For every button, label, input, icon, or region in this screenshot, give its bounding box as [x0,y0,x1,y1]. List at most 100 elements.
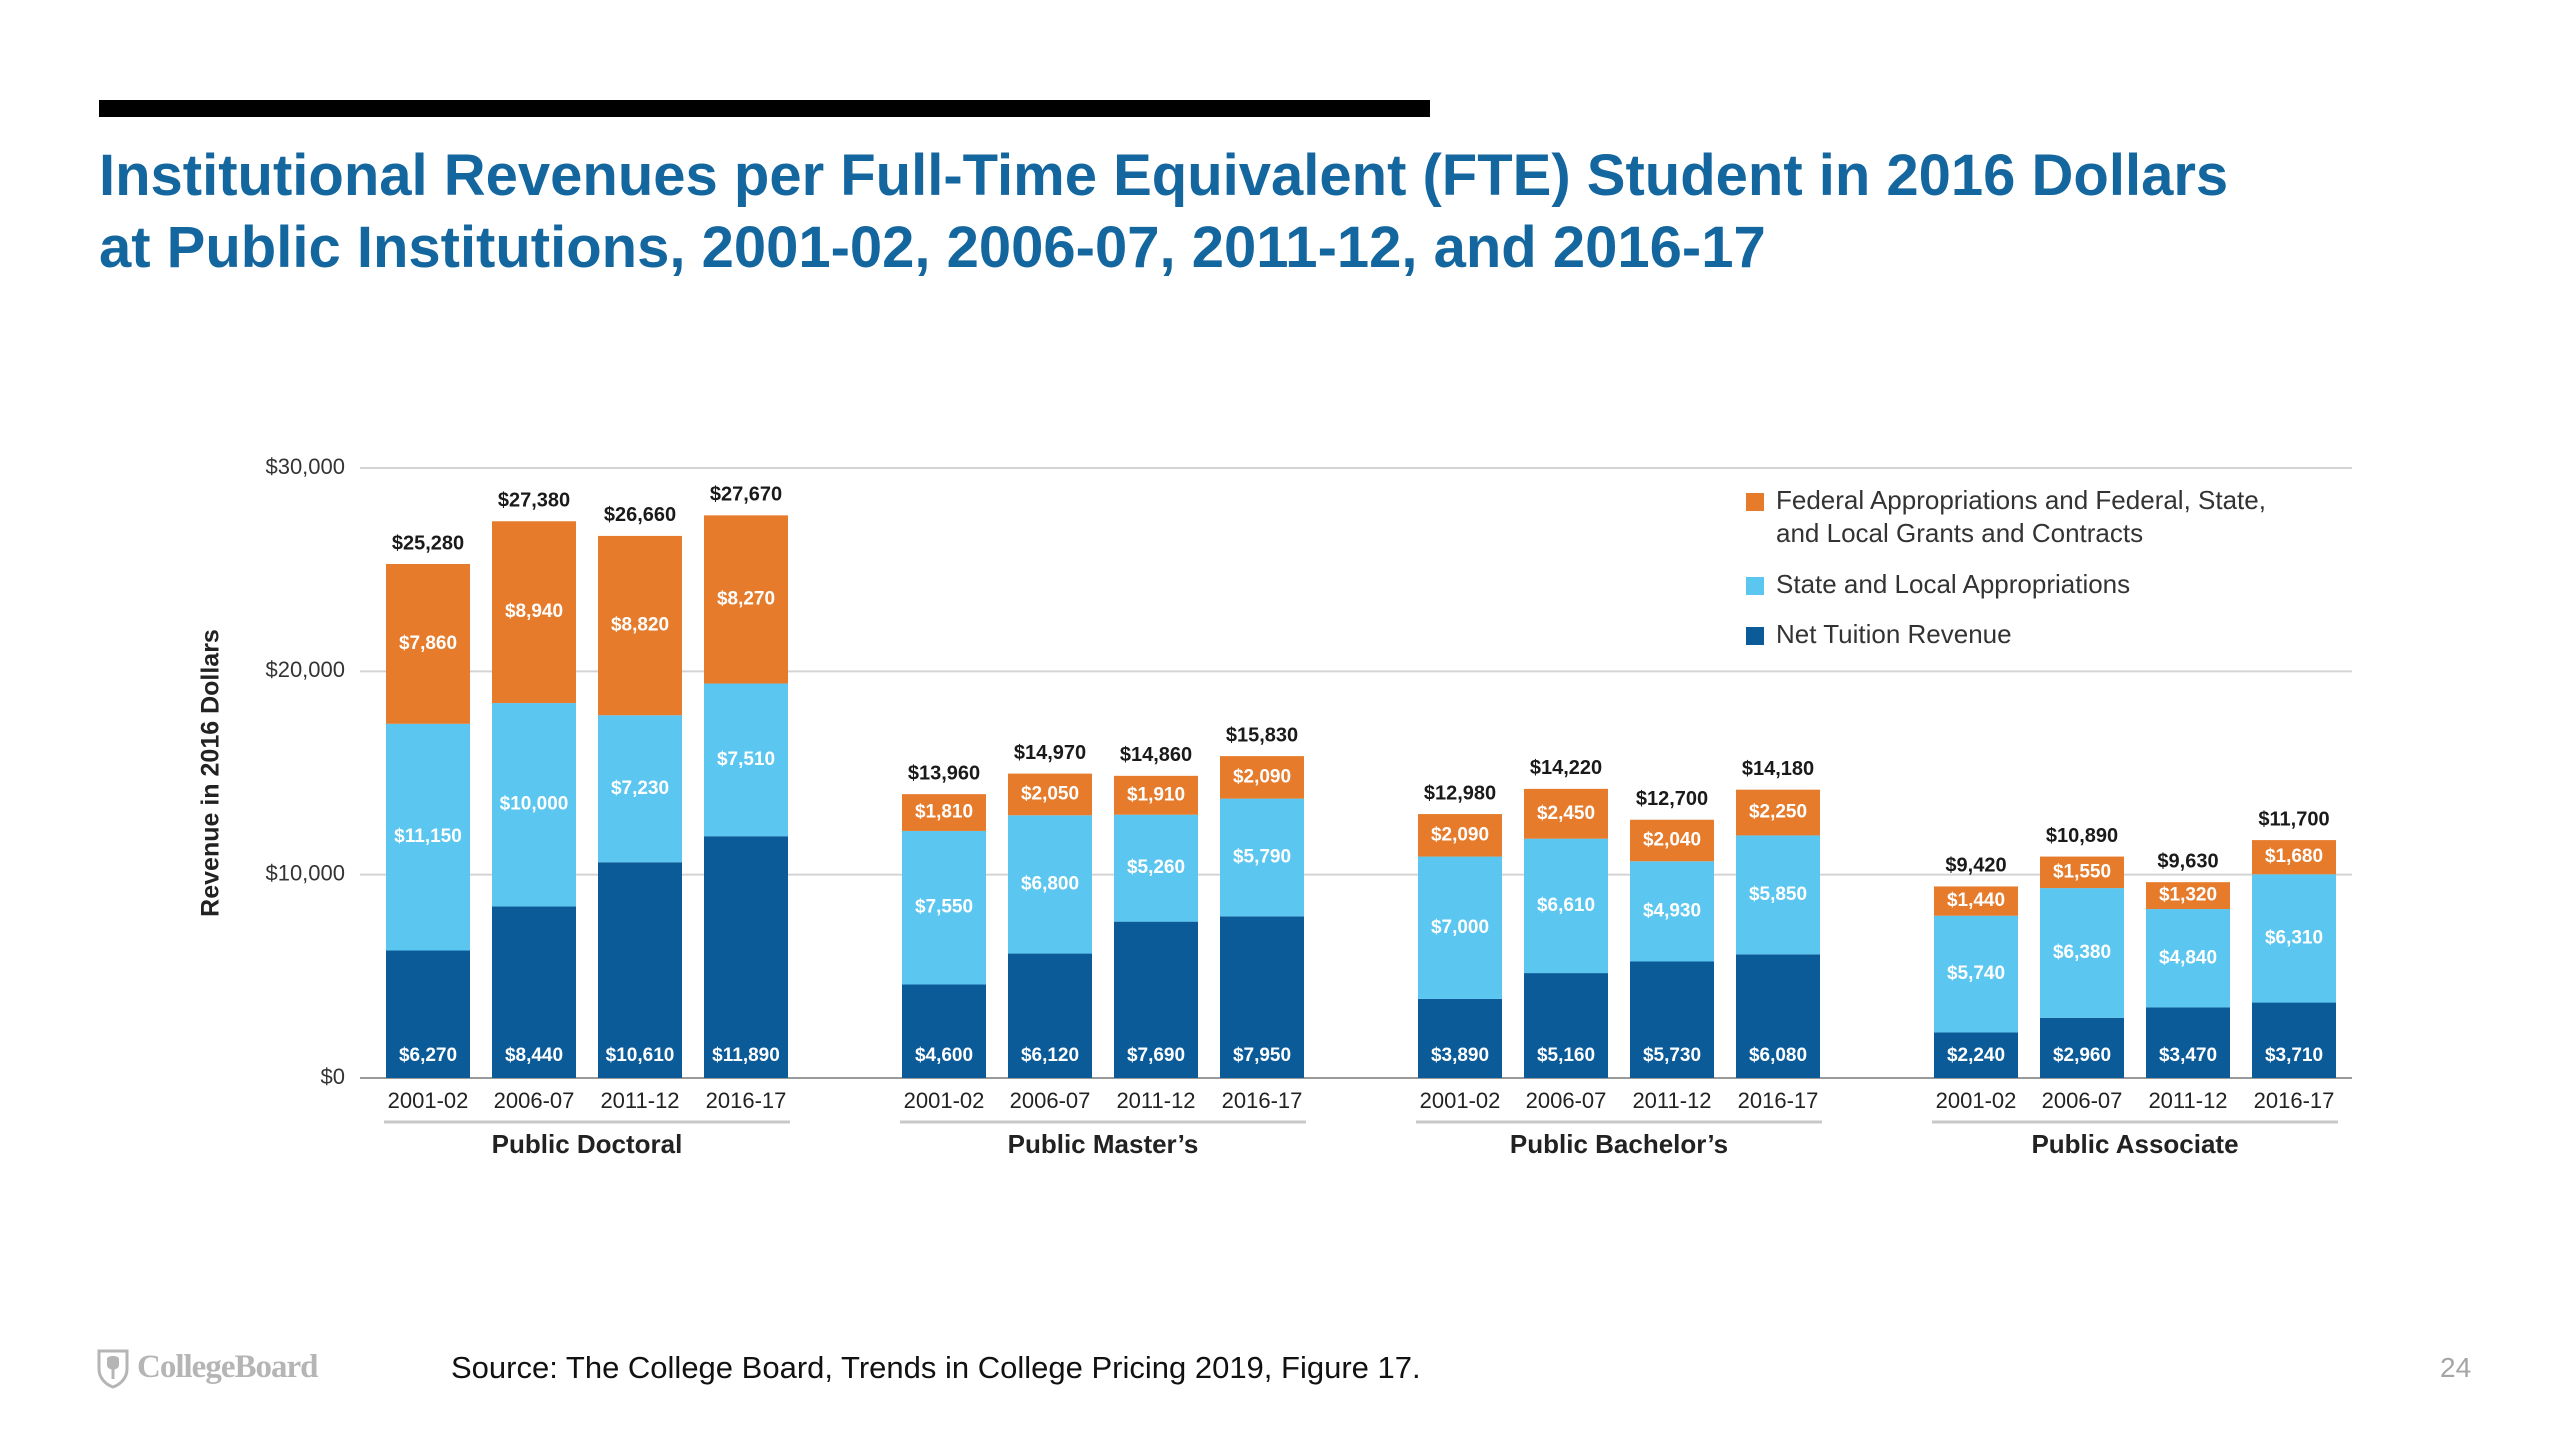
state-local-value-label: $7,000 [1431,917,1489,938]
net-tuition-value-label: $3,890 [1431,1045,1489,1066]
slide-title-line-1: Institutional Revenues per Full-Time Equ… [99,143,2229,208]
group-label: Public Associate [2031,1129,2238,1159]
bar-segment-federal [2252,840,2336,875]
federal-value-label: $2,090 [1431,824,1489,845]
bar-total-label: $9,420 [1945,855,2006,877]
state-local-value-label: $5,260 [1127,857,1185,878]
bar-total-label: $27,670 [710,484,782,506]
state-local-value-label: $10,000 [500,794,569,815]
y-tick-label: $10,000 [265,860,345,885]
federal-value-label: $7,860 [399,633,457,654]
x-category-label: 2011-12 [1632,1088,1711,1113]
bar-total-label: $14,970 [1014,742,1086,764]
bar-segment-state-local [1736,835,1820,955]
bar-total-label: $11,700 [2258,808,2329,830]
bar-segment-state-local [1114,814,1198,922]
federal-value-label: $1,550 [2053,861,2111,882]
net-tuition-value-label: $2,240 [1947,1045,2005,1066]
federal-value-label: $1,680 [2265,846,2323,867]
net-tuition-value-label: $6,120 [1021,1045,1079,1066]
net-tuition-value-label: $3,710 [2265,1045,2323,1066]
state-local-value-label: $6,310 [2265,927,2323,948]
state-local-value-label: $6,800 [1021,873,1079,894]
x-category-label: 2001-02 [1936,1088,2017,1113]
bar-segment-state-local [598,715,682,863]
state-local-value-label: $5,850 [1749,884,1807,905]
college-board-logo: CollegeBoard [93,1345,318,1389]
bar-segment-net-tuition [2252,1002,2336,1078]
bar-segment-net-tuition [1736,954,1820,1078]
bar-segment-federal [1418,814,1502,857]
federal-value-label: $2,040 [1643,830,1701,851]
state-local-value-label: $7,230 [611,778,669,799]
bar-segment-federal [902,794,986,831]
legend-federal-swatch [1746,493,1764,511]
federal-value-label: $2,450 [1537,803,1595,824]
federal-value-label: $1,440 [1947,890,2005,911]
bar-segment-net-tuition [1934,1032,2018,1078]
bar-segment-net-tuition [1630,961,1714,1078]
net-tuition-value-label: $6,080 [1749,1045,1807,1066]
bar-segment-federal [1736,789,1820,836]
bar-total-label: $14,860 [1120,744,1192,766]
net-tuition-value-label: $11,890 [712,1045,780,1066]
bar-segment-net-tuition [598,862,682,1078]
net-tuition-value-label: $10,610 [606,1045,675,1066]
bar-segment-federal [704,515,788,684]
bar-segment-net-tuition [2040,1017,2124,1078]
bar-total-label: $15,830 [1226,724,1298,746]
x-category-label: 2016-17 [1738,1088,1819,1113]
y-tick-label: $20,000 [265,657,345,682]
bar-segment-net-tuition [1220,916,1304,1078]
federal-value-label: $2,090 [1233,766,1291,787]
legend-net-tuition-swatch [1746,627,1764,645]
legend-state-local-swatch [1746,577,1764,595]
legend-federal-text: and Local Grants and Contracts [1776,518,2143,548]
x-category-label: 2011-12 [600,1088,679,1113]
bar-segment-federal [492,521,576,704]
bar-total-label: $14,180 [1742,758,1814,780]
state-local-value-label: $4,840 [2159,947,2217,968]
x-category-label: 2016-17 [706,1088,787,1113]
legend-federal-text: Federal Appropriations and Federal, Stat… [1776,485,2266,515]
bar-total-label: $10,890 [2046,825,2118,847]
bar-segment-state-local [2146,909,2230,1008]
net-tuition-value-label: $6,270 [399,1045,457,1066]
federal-value-label: $8,820 [611,615,669,636]
x-category-label: 2006-07 [2042,1088,2123,1113]
legend-state-local-text: State and Local Appropriations [1776,569,2130,599]
state-local-value-label: $4,930 [1643,900,1701,921]
bar-segment-state-local [386,723,470,951]
x-category-label: 2006-07 [494,1088,575,1113]
federal-value-label: $2,250 [1749,802,1807,823]
bar-total-label: $25,280 [392,532,464,554]
x-category-label: 2016-17 [1222,1088,1303,1113]
net-tuition-value-label: $7,950 [1233,1045,1291,1066]
bar-segment-state-local [1008,815,1092,954]
x-category-label: 2011-12 [2148,1088,2227,1113]
federal-value-label: $8,270 [717,588,775,609]
net-tuition-value-label: $8,440 [505,1045,563,1066]
x-category-label: 2001-02 [1420,1088,1501,1113]
bar-segment-state-local [902,830,986,985]
bar-segment-state-local [1418,856,1502,999]
logo-wordmark: CollegeBoard [137,1348,318,1385]
slide-title-line-2: at Public Institutions, 2001-02, 2006-07… [99,215,1766,280]
y-tick-label: $0 [321,1064,345,1089]
net-tuition-value-label: $4,600 [915,1045,973,1066]
group-label: Public Master’s [1008,1129,1199,1159]
net-tuition-value-label: $3,470 [2159,1045,2217,1066]
bar-segment-state-local [2252,874,2336,1003]
y-axis-label: Revenue in 2016 Dollars [197,629,225,917]
x-category-label: 2001-02 [388,1088,469,1113]
bar-total-label: $12,980 [1424,782,1496,804]
net-tuition-value-label: $5,160 [1537,1045,1595,1066]
bar-segment-net-tuition [1418,998,1502,1078]
bar-segment-net-tuition [2146,1007,2230,1078]
bar-segment-net-tuition [386,950,470,1078]
bar-segment-state-local [704,683,788,837]
bar-segment-state-local [492,703,576,907]
bar-segment-federal [1008,773,1092,816]
bar-segment-state-local [1934,915,2018,1033]
federal-value-label: $2,050 [1021,783,1079,804]
